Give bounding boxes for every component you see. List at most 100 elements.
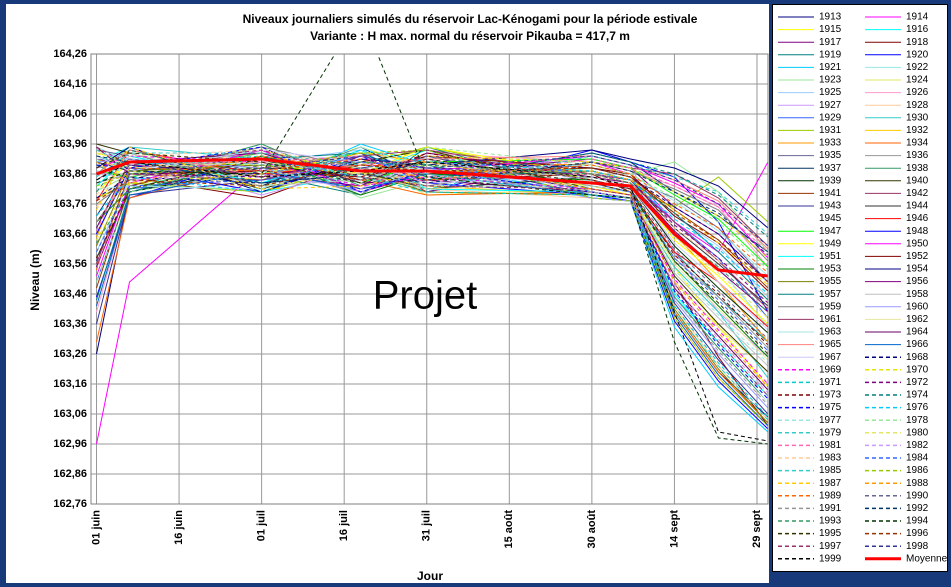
legend-label: 1978 <box>906 415 929 426</box>
legend-label: 1988 <box>906 478 929 489</box>
y-tick-label: 163,76 <box>53 198 87 210</box>
legend-label: 1955 <box>819 276 842 287</box>
legend-label: 1940 <box>906 175 929 186</box>
legend-label: 1921 <box>819 62 842 73</box>
legend-label: 1969 <box>819 364 842 375</box>
legend-label: 1996 <box>906 528 929 539</box>
legend-label: 1954 <box>906 264 929 275</box>
y-tick-label: 163,46 <box>53 288 87 300</box>
legend-label: 1987 <box>819 478 842 489</box>
legend-label: 1917 <box>819 37 842 48</box>
legend-label: 1994 <box>906 516 929 527</box>
y-tick-label: 162,96 <box>53 438 87 450</box>
series-line <box>96 152 768 355</box>
y-tick-label: 163,66 <box>53 228 87 240</box>
legend-label: 1936 <box>906 150 929 161</box>
legend-label: 1915 <box>819 24 842 35</box>
x-tick-label: 29 sept <box>751 510 763 548</box>
legend-label: 1939 <box>819 175 842 186</box>
legend-label: 1985 <box>819 465 842 476</box>
legend-label: 1982 <box>906 440 929 451</box>
series-line <box>96 155 768 262</box>
legend-label: 1949 <box>819 238 842 249</box>
legend-label: 1975 <box>819 402 842 413</box>
legend-label: 1968 <box>906 352 929 363</box>
x-tick-label: 01 juil <box>256 510 268 541</box>
legend-label: 1957 <box>819 289 842 300</box>
legend-label: 1976 <box>906 402 929 413</box>
legend-label: 1974 <box>906 390 929 401</box>
legend-label: 1937 <box>819 163 842 174</box>
x-tick-label: 14 sept <box>668 510 680 548</box>
legend-label: 1933 <box>819 138 842 149</box>
y-tick-label: 164,16 <box>53 78 87 90</box>
legend-label: 1983 <box>819 453 842 464</box>
legend-label: 1990 <box>906 490 929 501</box>
legend-label: 1995 <box>819 528 842 539</box>
series-line <box>96 146 768 286</box>
legend-label: 1924 <box>906 75 929 86</box>
y-axis-label: Niveau (m) <box>28 249 42 310</box>
legend-label: 1934 <box>906 138 929 149</box>
legend-label: 1993 <box>819 516 842 527</box>
legend-label: 1962 <box>906 314 929 325</box>
legend-label: 1946 <box>906 213 929 224</box>
y-tick-label: 163,26 <box>53 348 87 360</box>
legend-label: 1998 <box>906 541 929 552</box>
legend-label: 1926 <box>906 87 929 98</box>
legend-label: 1927 <box>819 100 842 111</box>
y-tick-label: 163,06 <box>53 408 87 420</box>
legend-label: 1914 <box>906 12 929 23</box>
y-tick-label: 162,76 <box>53 498 87 510</box>
chart-title: Niveaux journaliers simulés du réservoir… <box>243 12 698 26</box>
legend-label: 1920 <box>906 49 929 60</box>
legend-label: Moyenne <box>906 553 948 564</box>
y-tick-label: 163,56 <box>53 258 87 270</box>
legend-label: 1980 <box>906 427 929 438</box>
legend-label: 1913 <box>819 12 842 23</box>
legend-label: 1959 <box>819 301 842 312</box>
legend-label: 1929 <box>819 112 842 123</box>
series-line <box>96 149 768 427</box>
legend-label: 1922 <box>906 62 929 73</box>
annotation: Projet <box>373 274 478 318</box>
legend-label: 1970 <box>906 364 929 375</box>
x-axis-label: Jour <box>417 569 443 583</box>
y-tick-label: 164,06 <box>53 108 87 120</box>
series-line <box>96 152 768 319</box>
legend-label: 1932 <box>906 125 929 136</box>
series-line <box>96 146 768 400</box>
x-tick-label: 16 juil <box>338 510 350 541</box>
legend-label: 1931 <box>819 125 842 136</box>
series-line <box>96 149 768 298</box>
y-tick-label: 163,16 <box>53 378 87 390</box>
legend-label: 1942 <box>906 188 929 199</box>
legend-label: 1951 <box>819 251 842 262</box>
legend-label: 1919 <box>819 49 842 60</box>
plot-frame <box>90 53 769 505</box>
series-line <box>96 149 768 238</box>
legend-label: 1989 <box>819 490 842 501</box>
y-tick-label: 163,36 <box>53 318 87 330</box>
series-line <box>96 146 768 283</box>
series-line <box>96 149 768 295</box>
legend-label: 1953 <box>819 264 842 275</box>
legend-label: 1923 <box>819 75 842 86</box>
legend-label: 1941 <box>819 188 842 199</box>
x-tick-label: 01 juin <box>90 510 102 545</box>
series-line <box>96 164 768 283</box>
legend-label: 1999 <box>819 553 842 564</box>
legend-label: 1965 <box>819 339 842 350</box>
legend-label: 1961 <box>819 314 842 325</box>
series-line <box>96 155 768 340</box>
legend-label: 1945 <box>819 213 842 224</box>
series-line <box>96 155 768 418</box>
plot-lines <box>95 54 768 445</box>
legend-label: 1928 <box>906 100 929 111</box>
legend-label: 1977 <box>819 415 842 426</box>
y-tick-label: 162,86 <box>53 468 87 480</box>
legend-label: 1916 <box>906 24 929 35</box>
legend-label: 1950 <box>906 238 929 249</box>
series-line <box>95 157 768 278</box>
legend-label: 1963 <box>819 327 842 338</box>
